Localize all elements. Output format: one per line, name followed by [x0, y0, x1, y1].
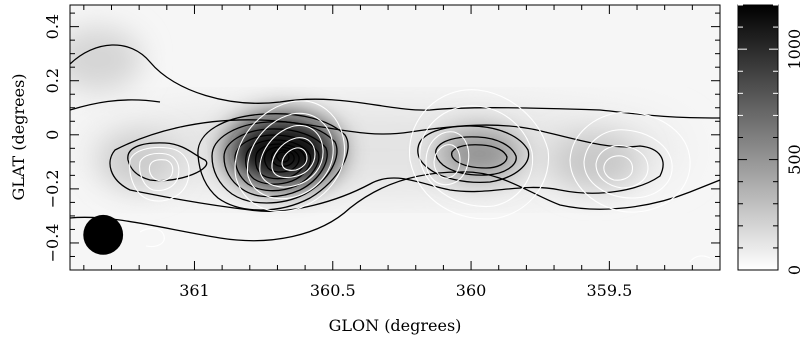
white-contour-main-4	[271, 137, 316, 178]
diffuse-ridge	[80, 105, 680, 195]
beam-marker	[83, 214, 124, 255]
black-contour-mid-1	[417, 125, 530, 184]
white-contour-mid-2	[419, 105, 534, 208]
white-contour-west-2	[139, 152, 180, 192]
white-contour-mid-3	[425, 131, 470, 186]
colorbar: 0 500 1000	[737, 4, 802, 275]
black-contour-main-1	[197, 113, 349, 211]
intensity-map	[70, 5, 720, 270]
source-core	[258, 133, 308, 169]
white-contour-mid-4	[433, 144, 461, 179]
white-contour-east-1	[569, 111, 691, 213]
white-contour-main-2	[246, 112, 334, 200]
white-contour-mid-1	[409, 89, 550, 220]
black-contour-main-8	[270, 149, 295, 168]
white-contour-main-5	[281, 147, 308, 171]
y-axis: 0.4 0.2 0 −0.2 −0.4	[43, 12, 720, 271]
source-blob-3	[551, 134, 640, 189]
black-contour-outer-tail	[70, 99, 161, 111]
colorbar-tick-label: 500	[785, 144, 802, 175]
black-contour-main-7	[263, 146, 300, 173]
x-axis-label: GLON (degrees)	[329, 316, 462, 335]
white-contour-corner	[689, 255, 711, 263]
plot-frame	[69, 4, 721, 271]
y-tick-label: 0	[43, 130, 62, 140]
white-contours	[129, 89, 711, 263]
black-contour-main-9	[275, 151, 290, 163]
colorbar-ticks: 0 500 1000	[738, 4, 802, 275]
black-contours	[70, 44, 720, 242]
y-tick-label: −0.2	[43, 169, 62, 208]
white-contour-east-2	[583, 129, 673, 199]
y-tick-label: 0.4	[43, 14, 62, 39]
black-contour-mid-2	[435, 136, 517, 176]
colorbar-tick-label: 0	[785, 265, 802, 275]
black-contour-main-2	[211, 121, 338, 204]
y-tick-label: 0.2	[43, 68, 62, 93]
white-contour-main-3	[259, 124, 324, 188]
source-blob-5	[70, 26, 142, 92]
white-contour-beam-edge	[139, 227, 165, 248]
y-axis-label: GLAT (degrees)	[9, 73, 28, 200]
black-contour-mid-3	[450, 144, 508, 169]
x-tick-label: 359.5	[586, 281, 632, 300]
x-tick-label: 360.5	[310, 281, 356, 300]
black-contour-outer-upper	[70, 44, 720, 119]
colorbar-tick-label: 1000	[785, 29, 802, 70]
white-contour-west-3	[148, 159, 174, 182]
colorbar-gradient	[737, 4, 779, 271]
white-contour-east-3	[595, 145, 649, 189]
emission-blobs	[80, 105, 680, 195]
black-contour-inner-west	[127, 142, 208, 182]
black-contour-outer-lower	[70, 171, 720, 242]
black-contour-main-4	[234, 134, 320, 192]
x-axis: 361 360.5 360 359.5	[83, 5, 693, 300]
y-tick-label: −0.4	[43, 224, 62, 263]
x-tick-label: 360	[456, 281, 487, 300]
white-contour-west-1	[129, 146, 190, 202]
white-contour-main-1	[234, 100, 346, 212]
white-contour-east-4	[603, 155, 634, 181]
x-tick-label: 361	[179, 281, 210, 300]
